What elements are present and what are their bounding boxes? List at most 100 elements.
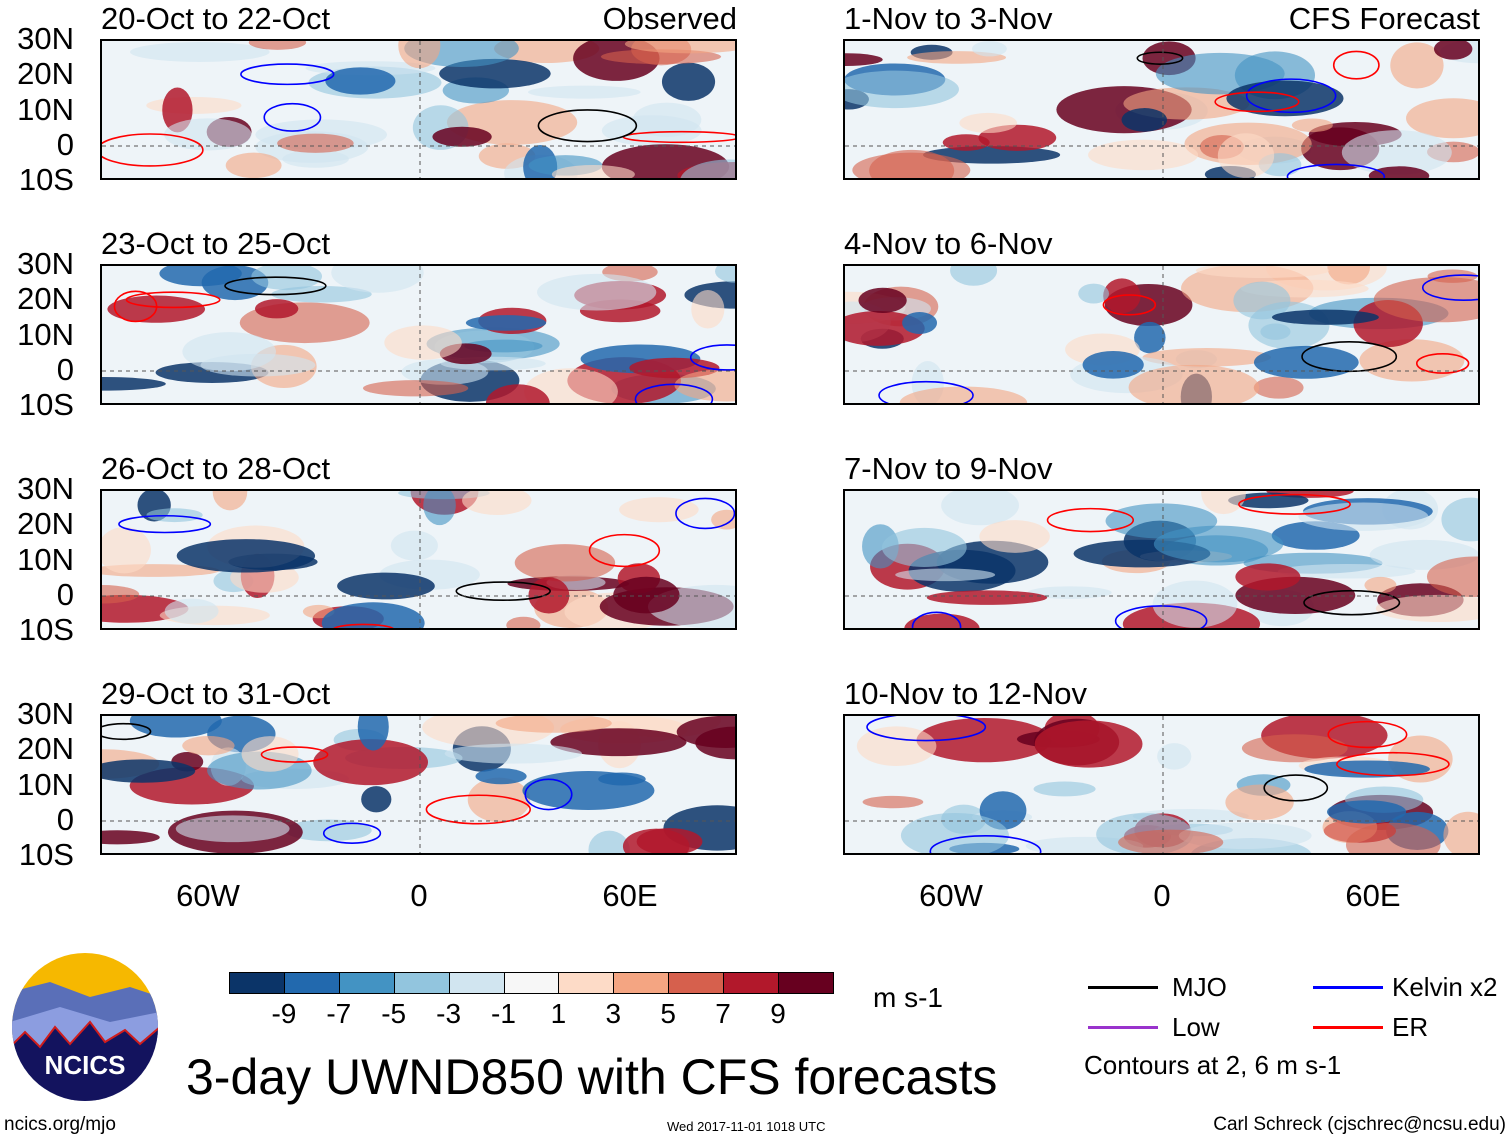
map-panel bbox=[843, 489, 1480, 630]
wind-anomaly-shading bbox=[1128, 364, 1260, 403]
wind-anomaly-shading bbox=[285, 819, 372, 842]
wind-anomaly-shading bbox=[1253, 376, 1304, 399]
wind-anomaly-shading bbox=[1298, 502, 1429, 531]
wind-anomaly-shading bbox=[916, 717, 1052, 763]
wind-anomaly-shading bbox=[1142, 348, 1271, 367]
lat-label: 10N bbox=[17, 766, 74, 802]
wave-contour bbox=[1286, 163, 1386, 178]
wave-contour bbox=[1421, 274, 1478, 301]
map-panel bbox=[100, 489, 737, 630]
colorbar-label: -1 bbox=[491, 998, 516, 1029]
panel-title: 7-Nov to 9-Nov bbox=[844, 451, 1053, 486]
wind-anomaly-shading bbox=[1157, 743, 1192, 770]
legend-label-mjo: MJO bbox=[1172, 972, 1227, 1002]
wind-anomaly-shading bbox=[164, 118, 252, 151]
colorbar-swatch bbox=[558, 972, 615, 994]
wind-anomaly-shading bbox=[467, 777, 531, 823]
wind-anomaly-shading bbox=[619, 497, 699, 523]
lat-label: 10S bbox=[18, 612, 74, 647]
wind-anomaly-shading bbox=[164, 598, 219, 624]
footer-url: ncics.org/mjo bbox=[4, 1114, 116, 1135]
colorbar-swatch bbox=[283, 972, 340, 994]
wind-anomaly-shading bbox=[680, 159, 735, 178]
wind-anomaly-shading bbox=[1359, 339, 1465, 382]
wind-anomaly-shading bbox=[225, 152, 282, 178]
wind-anomaly-shading bbox=[1225, 784, 1294, 821]
wave-contour bbox=[260, 746, 329, 763]
wind-anomaly-shading bbox=[528, 577, 570, 614]
map-panel bbox=[100, 714, 737, 855]
lat-label: 20N bbox=[17, 281, 74, 317]
wind-anomaly-shading bbox=[277, 133, 354, 153]
wind-anomaly-shading bbox=[1426, 556, 1478, 598]
lon-label: 0 bbox=[410, 878, 428, 913]
legend-swatch-er bbox=[1313, 1026, 1383, 1029]
wave-contour bbox=[911, 611, 962, 628]
panel-title: 26-Oct to 28-Oct bbox=[101, 451, 331, 486]
wind-anomaly-shading bbox=[1226, 80, 1344, 117]
colorbar-swatch bbox=[393, 972, 450, 994]
wind-anomaly-shading bbox=[1441, 497, 1478, 542]
colorbar-label: 9 bbox=[770, 998, 786, 1029]
wind-anomaly-shading bbox=[182, 735, 235, 756]
lat-label: 0 bbox=[56, 801, 74, 837]
wind-anomaly-shading bbox=[1326, 800, 1407, 824]
colorbar-swatch bbox=[448, 972, 505, 994]
colorbar-swatch bbox=[723, 972, 780, 994]
wind-anomaly-shading bbox=[1134, 321, 1166, 354]
wind-anomaly-shading bbox=[384, 325, 462, 360]
wind-anomaly-shading bbox=[514, 544, 616, 582]
wind-anomaly-shading bbox=[1373, 277, 1478, 323]
wind-anomaly-shading bbox=[1034, 720, 1143, 768]
wind-anomaly-shading bbox=[613, 576, 680, 614]
wind-anomaly-shading bbox=[102, 830, 160, 845]
wind-anomaly-shading bbox=[1364, 576, 1397, 594]
wind-anomaly-shading bbox=[941, 491, 1019, 526]
wind-anomaly-shading bbox=[254, 299, 299, 319]
wind-anomaly-shading bbox=[979, 520, 1050, 553]
wave-contour bbox=[1046, 507, 1135, 533]
wind-anomaly-shading bbox=[1195, 266, 1330, 278]
wave-contour bbox=[689, 344, 735, 371]
wind-anomaly-shading bbox=[895, 568, 996, 582]
lat-label: 0 bbox=[56, 576, 74, 612]
wind-anomaly-shading bbox=[1201, 491, 1246, 515]
wave-contour bbox=[1214, 91, 1300, 113]
wind-anomaly-shading bbox=[950, 266, 998, 286]
wind-anomaly-shading bbox=[904, 613, 980, 628]
wind-anomaly-shading bbox=[102, 377, 166, 391]
lat-label: 20N bbox=[17, 56, 74, 92]
wave-contour bbox=[125, 291, 221, 309]
wind-anomaly-shading bbox=[899, 386, 1028, 403]
lon-label: 60W bbox=[919, 878, 983, 913]
wave-contour bbox=[634, 383, 714, 403]
wind-anomaly-shading bbox=[1443, 811, 1478, 853]
colorbar-swatch bbox=[668, 972, 725, 994]
wind-anomaly-shading bbox=[528, 85, 641, 99]
panel-title: 10-Nov to 12-Nov bbox=[844, 676, 1087, 711]
lon-label: 60W bbox=[176, 878, 240, 913]
wind-anomaly-shading bbox=[1241, 734, 1348, 763]
wind-anomaly-shading bbox=[485, 384, 550, 403]
wind-anomaly-shading bbox=[1152, 580, 1238, 628]
lat-label: 10S bbox=[18, 162, 74, 197]
colorbar-units: m s-1 bbox=[873, 982, 943, 1013]
wind-anomaly-shading bbox=[550, 728, 687, 757]
wave-contour bbox=[240, 63, 335, 86]
lat-label: 30N bbox=[17, 246, 74, 281]
wind-anomaly-shading bbox=[102, 526, 151, 574]
wind-anomaly-shading bbox=[715, 266, 735, 283]
wind-anomaly-shading bbox=[862, 795, 924, 809]
panel-label: CFS Forecast bbox=[1288, 1, 1480, 36]
colorbar-label: 1 bbox=[550, 998, 567, 1029]
legend-swatch-kelvin bbox=[1313, 986, 1383, 989]
wind-anomaly-shading bbox=[398, 41, 441, 69]
wave-contour bbox=[263, 102, 322, 132]
wind-anomaly-shading bbox=[102, 759, 196, 783]
wind-anomaly-shading bbox=[1118, 829, 1224, 853]
wave-contour bbox=[524, 778, 573, 811]
wind-anomaly-shading bbox=[313, 739, 429, 786]
wave-contour bbox=[1114, 605, 1208, 628]
wind-anomaly-shading bbox=[1375, 594, 1478, 623]
